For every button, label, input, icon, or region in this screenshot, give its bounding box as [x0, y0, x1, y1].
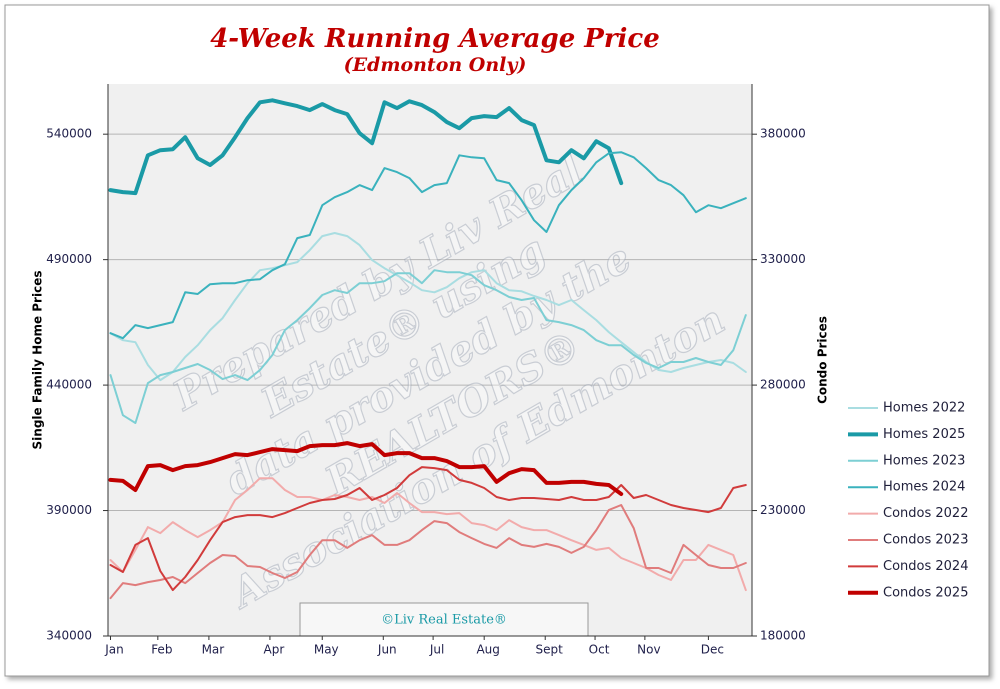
x-tick-label: Mar: [202, 643, 225, 657]
y2-tick-label: 330000: [760, 252, 806, 266]
legend-label: Condos 2024: [883, 559, 968, 574]
series-lines: [108, 98, 747, 600]
x-tick-label: Apr: [264, 643, 285, 657]
x-tick-label: Feb: [151, 643, 172, 657]
y-tick-label: 490000: [46, 252, 92, 266]
y2-axis-title: Condo Prices: [816, 316, 830, 404]
y-tick-label: 390000: [46, 503, 92, 517]
copyright: ©Liv Real Estate®: [381, 613, 507, 628]
x-tick-label: Jun: [377, 643, 397, 657]
copyright-box: [299, 602, 589, 637]
x-tick-label: Aug: [476, 643, 499, 657]
x-tick-label: Jul: [429, 643, 444, 657]
series-line: [109, 151, 747, 340]
y2-tick-label: 230000: [760, 503, 806, 517]
series-line: [109, 269, 747, 424]
y2-tick-label: 280000: [760, 378, 806, 392]
x-tick-label: Oct: [589, 643, 610, 657]
series-line: [108, 98, 624, 196]
x-tick-label: May: [314, 643, 339, 657]
series-line: [109, 466, 747, 592]
x-tick-label: Jan: [104, 643, 124, 657]
legend-label: Homes 2025: [883, 427, 965, 442]
chart-title: 4-Week Running Average Price: [210, 24, 660, 54]
series-line: [109, 477, 747, 592]
y2-tick-label: 180000: [760, 629, 806, 643]
legend-label: Homes 2023: [883, 453, 965, 468]
series-line: [109, 504, 747, 600]
legend-label: Homes 2022: [883, 401, 965, 416]
x-tick-label: Dec: [701, 643, 724, 657]
grid: [103, 133, 757, 640]
y-tick-label: 340000: [46, 629, 92, 643]
series-line: [109, 232, 747, 382]
series-line: [108, 441, 624, 496]
x-tick-label: Nov: [637, 643, 660, 657]
legend-label: Homes 2024: [883, 480, 965, 495]
legend-label: Condos 2025: [883, 585, 968, 600]
legend-label: Condos 2022: [883, 506, 968, 521]
y-tick-label: 540000: [46, 127, 92, 141]
y2-tick-label: 380000: [760, 127, 806, 141]
x-tick-label: Sept: [536, 643, 564, 657]
y-tick-label: 440000: [46, 378, 92, 392]
legend: Homes 2022 Homes 2025 Homes 2023 Homes 2024…: [848, 401, 968, 600]
legend-label: Condos 2023: [883, 533, 968, 548]
y-axis-title: Single Family Home Prices: [31, 271, 45, 450]
chart-subtitle: (Edmonton Only): [344, 54, 527, 76]
